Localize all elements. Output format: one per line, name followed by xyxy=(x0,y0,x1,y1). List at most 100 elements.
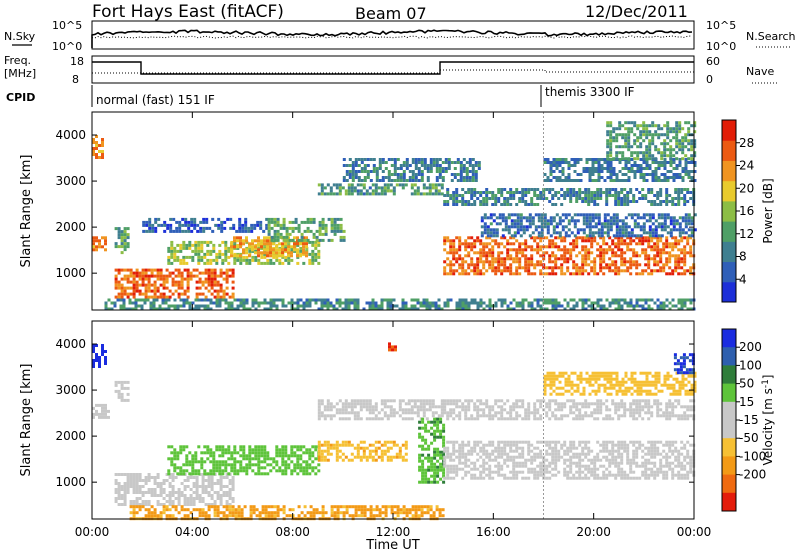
data-cell xyxy=(203,451,207,455)
data-cell xyxy=(168,491,172,494)
data-cell xyxy=(193,223,197,227)
data-cell xyxy=(269,304,273,308)
data-cell xyxy=(488,197,492,200)
data-cell xyxy=(615,222,619,226)
data-cell xyxy=(620,197,624,200)
data-cell xyxy=(223,226,227,230)
data-cell xyxy=(410,183,414,187)
data-cell xyxy=(458,298,462,302)
data-cell xyxy=(260,454,264,458)
data-cell xyxy=(576,219,580,223)
data-cell xyxy=(233,236,236,240)
data-cell xyxy=(572,242,576,246)
data-cell xyxy=(305,246,309,250)
data-cell xyxy=(672,176,676,179)
data-cell xyxy=(462,179,466,182)
data-cell xyxy=(347,458,351,462)
data-cell xyxy=(602,257,606,261)
data-cell xyxy=(244,226,248,230)
data-cell xyxy=(629,263,633,267)
data-cell xyxy=(552,228,556,232)
data-cell xyxy=(462,167,466,170)
data-cell xyxy=(186,503,190,506)
data-cell xyxy=(642,124,646,128)
data-cell xyxy=(645,213,649,217)
data-cell xyxy=(195,274,199,278)
data-cell xyxy=(117,283,121,287)
data-cell xyxy=(439,468,443,472)
data-cell xyxy=(512,242,516,246)
data-cell xyxy=(308,466,312,470)
data-cell xyxy=(656,269,660,273)
data-cell xyxy=(473,263,477,267)
data-cell xyxy=(317,458,321,462)
data-cell xyxy=(527,272,531,276)
data-cell xyxy=(399,164,403,167)
data-cell xyxy=(690,154,694,158)
data-cell xyxy=(278,261,282,265)
data-cell xyxy=(638,242,642,246)
data-cell xyxy=(366,158,370,161)
data-cell xyxy=(555,222,559,226)
data-cell xyxy=(167,445,171,449)
data-cell xyxy=(365,408,369,412)
data-cell xyxy=(651,170,655,173)
data-cell xyxy=(179,258,183,262)
data-cell xyxy=(464,464,468,468)
data-cell xyxy=(551,194,555,197)
data-cell xyxy=(675,222,679,226)
data-cell xyxy=(290,246,294,250)
data-cell xyxy=(648,219,652,223)
data-cell xyxy=(495,222,499,226)
data-cell xyxy=(654,228,658,232)
data-cell xyxy=(203,469,207,473)
data-cell xyxy=(461,301,465,305)
data-cell xyxy=(641,194,645,197)
data-cell xyxy=(170,457,174,461)
data-cell xyxy=(224,301,228,305)
data-cell xyxy=(293,249,297,253)
data-cell xyxy=(154,226,158,230)
data-cell xyxy=(393,170,397,173)
data-cell xyxy=(386,449,390,453)
data-cell xyxy=(320,186,324,190)
data-cell xyxy=(107,307,111,311)
data-cell xyxy=(512,467,516,471)
data-cell xyxy=(663,228,667,232)
data-cell xyxy=(410,405,414,409)
data-cell xyxy=(659,248,663,252)
data-cell xyxy=(213,491,217,494)
data-cell xyxy=(305,466,309,470)
data-cell xyxy=(689,301,693,305)
data-cell xyxy=(693,179,697,182)
data-cell xyxy=(479,298,483,302)
data-cell xyxy=(392,455,396,459)
data-cell xyxy=(506,254,510,258)
data-cell xyxy=(167,249,171,253)
data-cell xyxy=(117,485,121,488)
data-cell xyxy=(600,234,604,238)
data-cell xyxy=(627,157,631,161)
data-cell xyxy=(419,405,423,409)
data-cell xyxy=(602,254,606,258)
data-cell xyxy=(683,251,687,255)
data-cell xyxy=(101,415,104,419)
data-cell xyxy=(225,280,229,284)
data-cell xyxy=(588,167,592,170)
data-cell xyxy=(338,298,342,302)
data-cell xyxy=(123,398,127,402)
data-cell xyxy=(182,298,186,302)
data-cell xyxy=(242,251,245,255)
data-cell xyxy=(180,482,184,485)
data-cell xyxy=(206,252,210,256)
data-cell xyxy=(371,417,375,421)
data-cell xyxy=(323,301,327,305)
data-cell xyxy=(611,260,615,264)
data-cell xyxy=(137,304,141,308)
data-cell xyxy=(467,440,471,444)
data-cell xyxy=(222,485,226,488)
data-cell xyxy=(122,307,126,311)
data-cell xyxy=(275,304,279,308)
data-cell xyxy=(648,231,652,235)
data-cell xyxy=(184,229,188,233)
